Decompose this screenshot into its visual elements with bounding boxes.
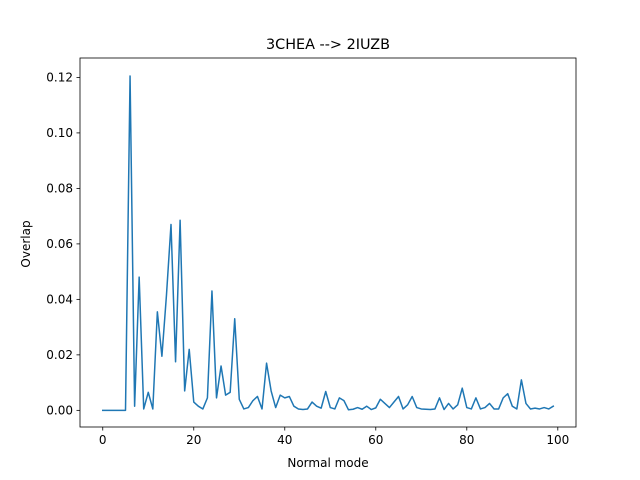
x-tick-label: 80 [459, 433, 474, 447]
x-tick-label: 20 [186, 433, 201, 447]
x-axis-label: Normal mode [287, 456, 368, 470]
y-tick-label: 0.08 [46, 182, 73, 196]
x-tick-label: 100 [546, 433, 569, 447]
y-tick-label: 0.02 [46, 348, 73, 362]
axes-frame [79, 57, 577, 428]
y-axis-label: Overlap [19, 220, 33, 267]
y-tick-label: 0.06 [46, 237, 73, 251]
series-line [102, 75, 555, 412]
y-tick-label: 0.00 [46, 404, 73, 418]
y-tick-label: 0.04 [46, 293, 73, 307]
x-tick-label: 0 [99, 433, 107, 447]
y-tick-label: 0.10 [46, 126, 73, 140]
chart-title: 3CHEA --> 2IUZB [266, 37, 390, 53]
x-tick-label: 40 [277, 433, 292, 447]
x-tick-label: 60 [368, 433, 383, 447]
plot-area: 0 20 40 60 80 100 0.00 0.02 0.04 0.06 0.08 0.10 0.12 [46, 57, 577, 447]
y-tick-label: 0.12 [46, 71, 73, 85]
